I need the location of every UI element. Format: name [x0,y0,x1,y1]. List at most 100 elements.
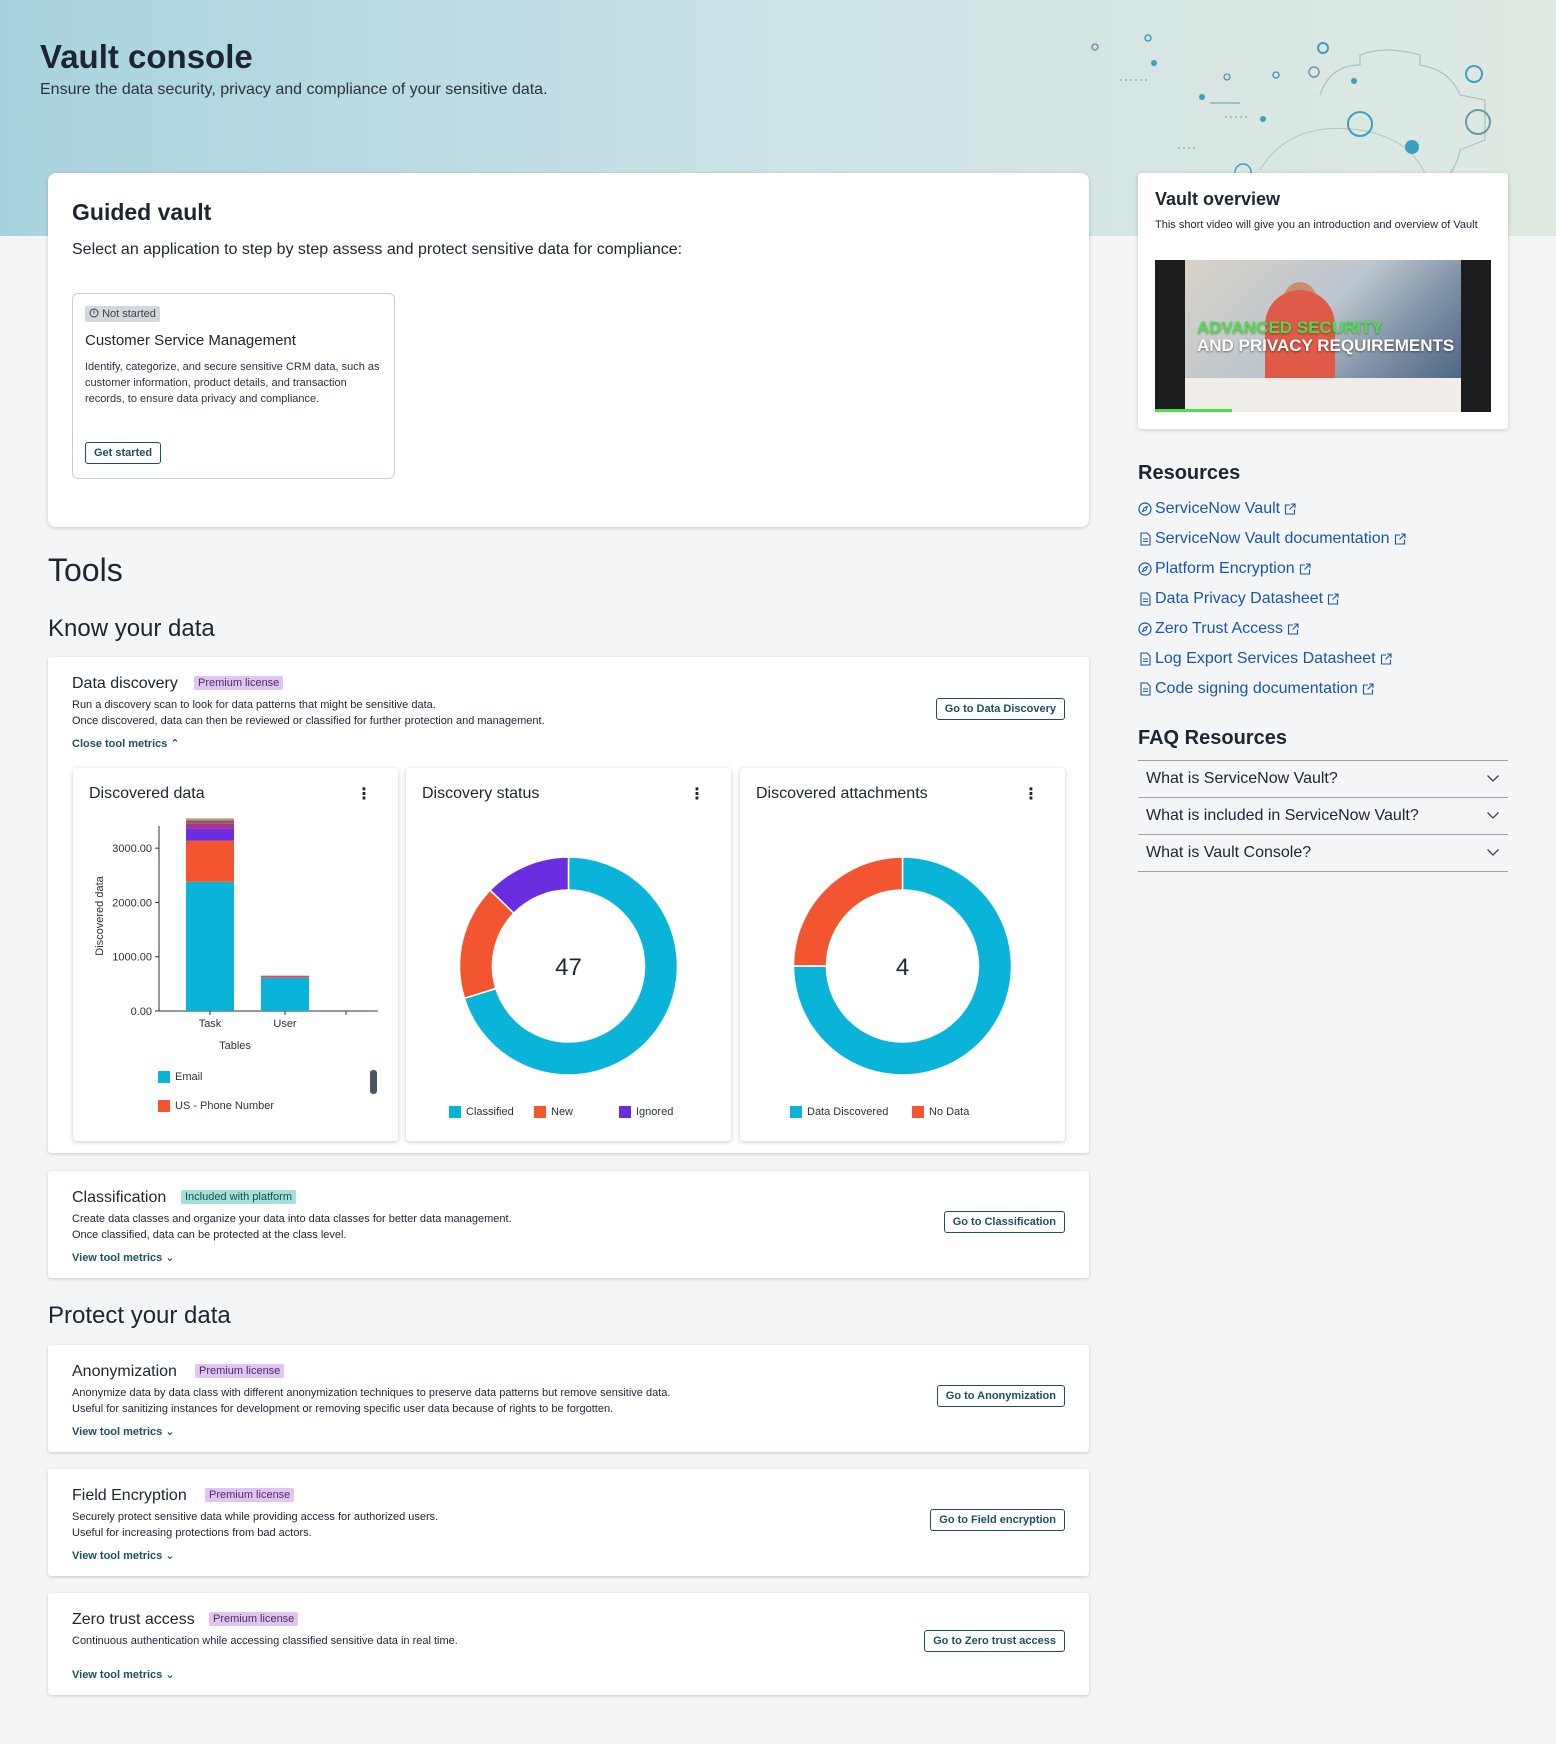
compass-icon [1138,562,1152,576]
x-axis-label: Tables [219,1040,251,1052]
tool-description: Securely protect sensitive data while pr… [72,1509,438,1541]
guided-vault-title: Guided vault [72,199,212,225]
go-to-classification-button[interactable]: Go to Classification [943,1211,1065,1233]
bar-segment[interactable] [186,840,234,882]
tool-classification: Classification Included with platform Cr… [48,1171,1089,1278]
metric-title: Discovered attachments [756,785,928,802]
more-options-icon[interactable]: ⋮ [689,786,705,803]
document-icon [1138,592,1152,606]
page-subtitle: Ensure the data security, privacy and co… [40,81,548,98]
go-to-anonymization-button[interactable]: Go to Anonymization [936,1385,1065,1407]
bar-segment[interactable] [261,975,309,977]
view-tool-metrics-link[interactable]: View tool metrics ⌄ [72,1251,175,1264]
bar-segment[interactable] [186,818,234,821]
metric-card-discovery-status: Discovery status ⋮ 47 Classified New Ign… [406,768,731,1141]
legend-swatch [912,1106,924,1118]
bar-segment[interactable] [186,820,234,824]
license-badge: Premium license [194,676,284,690]
legend-scrollbar[interactable] [370,1070,377,1094]
go-to-zero-trust-access-button[interactable]: Go to Zero trust access [924,1630,1065,1652]
donut-slice[interactable] [458,889,515,1000]
tool-name: Zero trust access [72,1611,195,1628]
donut-slice[interactable] [463,856,679,1076]
vault-overview-title: Vault overview [1155,189,1281,209]
metric-card-discovered-attachments: Discovered attachments ⋮ 4 Data Discover… [740,768,1065,1141]
legend-label: US - Phone Number [175,1100,275,1112]
resource-link[interactable]: Code signing documentation [1138,674,1407,704]
faq-item[interactable]: What is included in ServiceNow Vault? [1138,798,1508,835]
app-description: Identify, categorize, and secure sensiti… [85,361,380,405]
document-icon [1138,682,1152,696]
external-link-icon [1298,562,1312,576]
resource-link[interactable]: ServiceNow Vault [1138,494,1407,524]
tool-name: Anonymization [72,1363,177,1380]
external-link-icon [1326,592,1340,606]
tool-name: Classification [72,1189,167,1206]
resource-link[interactable]: ServiceNow Vault documentation [1138,524,1407,554]
legend-label: Email [175,1071,203,1083]
legend-swatch [790,1106,802,1118]
legend-label: Ignored [636,1106,674,1118]
donut-slice[interactable] [792,856,904,967]
resources-title: Resources [1138,462,1241,484]
license-badge: Premium license [195,1364,285,1378]
chevron-up-icon: ⌃ [170,738,180,750]
video-desk [1185,378,1461,412]
legend-swatch [449,1106,461,1118]
tool-description: Run a discovery scan to look for data pa… [72,697,545,729]
chevron-down-icon [1486,844,1500,862]
donut-center-value: 47 [555,954,582,981]
view-tool-metrics-link[interactable]: View tool metrics ⌄ [72,1668,175,1681]
tool-description: Continuous authentication while accessin… [72,1633,458,1649]
resource-link-label: Zero Trust Access [1155,620,1284,637]
donut-slice[interactable] [792,856,1013,1076]
x-tick-label: Task [199,1018,222,1030]
tool-description-line: Continuous authentication while accessin… [72,1635,458,1647]
resource-link-label: ServiceNow Vault [1155,500,1281,517]
more-options-icon[interactable]: ⋮ [1023,786,1039,803]
chevron-down-icon [1486,770,1500,788]
license-badge: Included with platform [181,1190,296,1204]
get-started-button[interactable]: Get started [85,442,162,464]
go-to-data-discovery-button[interactable]: Go to Data Discovery [935,698,1065,720]
bar-segment[interactable] [261,976,309,978]
resource-link-label: ServiceNow Vault documentation [1155,530,1390,547]
resource-link[interactable]: Zero Trust Access [1138,614,1407,644]
view-tool-metrics-link[interactable]: View tool metrics ⌄ [72,1425,175,1438]
tool-description-line: Securely protect sensitive data while pr… [72,1511,439,1523]
resource-link[interactable]: Platform Encryption [1138,554,1407,584]
donut-slice[interactable] [489,856,570,915]
legend-item: Ignored [619,1106,673,1118]
go-to-field-encryption-button[interactable]: Go to Field encryption [930,1509,1065,1531]
view-tool-metrics-link[interactable]: View tool metrics ⌄ [72,1549,175,1562]
video-progress-bar[interactable] [1155,409,1233,412]
resource-link-label: Log Export Services Datasheet [1155,650,1376,667]
close-tool-metrics-link[interactable]: Close tool metrics ⌃ [72,737,180,750]
resource-link[interactable]: Data Privacy Datasheet [1138,584,1407,614]
video-player[interactable]: ADVANCED SECURITY AND PRIVACY REQUIREMEN… [1155,260,1491,412]
faq-question: What is ServiceNow Vault? [1146,770,1338,787]
tool-description-line: Run a discovery scan to look for data pa… [72,699,436,711]
tool-description-line: Create data classes and organize your da… [72,1213,512,1225]
app-tile-csm[interactable]: Not started Customer Service Management … [72,293,395,479]
license-badge: Premium license [209,1612,299,1626]
status-badge: Not started [85,306,160,322]
bar-segment[interactable] [261,977,309,1011]
external-link-icon [1379,652,1393,666]
y-tick-label: 3000.00 [112,843,152,855]
faq-item[interactable]: What is Vault Console? [1138,835,1508,872]
bar-segment[interactable] [186,828,234,841]
bar-segment[interactable] [186,881,234,1011]
tool-description-line: Useful for sanitizing instances for deve… [72,1403,614,1415]
y-tick-label: 2000.00 [112,897,152,909]
tool-description-line: Anonymize data by data class with differ… [72,1387,671,1399]
page-title: Vault console [40,38,253,75]
discovered-data-bar-chart: 0.00 1000.00 2000.00 3000.00 Task User Tables D… [94,818,378,1052]
faq-item[interactable]: What is ServiceNow Vault? [1138,761,1508,798]
bar-segment[interactable] [186,823,234,829]
compass-icon [1138,622,1152,636]
more-options-icon[interactable]: ⋮ [356,786,372,803]
resource-link[interactable]: Log Export Services Datasheet [1138,644,1407,674]
tool-description-line: Once discovered, data can then be review… [72,715,545,727]
legend-item: US - Phone Number [158,1100,274,1112]
